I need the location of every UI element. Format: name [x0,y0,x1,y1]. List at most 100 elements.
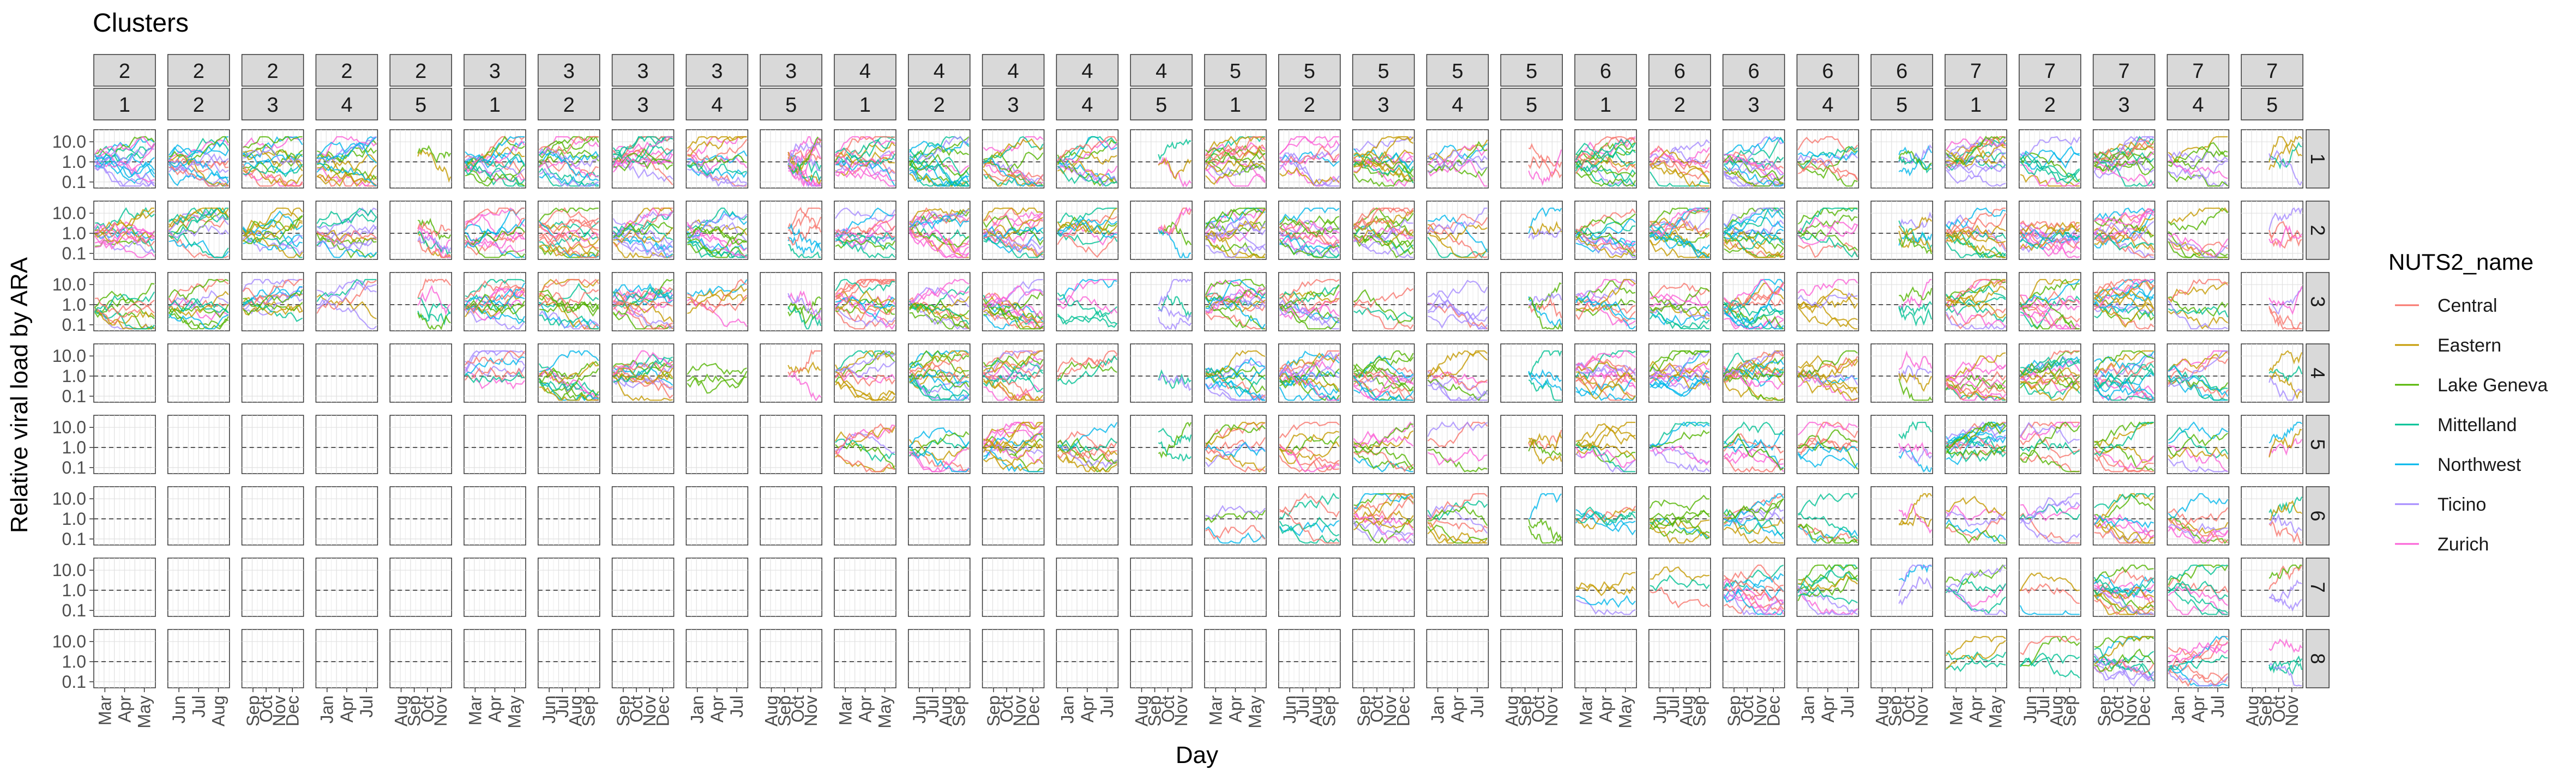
facet-panel [2241,201,2303,259]
facet-panel [1649,130,1711,188]
facet-panel [316,130,377,188]
facet-panel [1871,130,1933,188]
facet-strip-label: 7 [1970,60,1982,83]
facet-panel [1501,487,1562,545]
facet-strip-label: 3 [489,60,501,83]
facet-strip-right-label: 3 [2307,296,2329,307]
facet-panel [94,201,155,259]
y-tick-label: 10.0 [52,417,86,437]
facet-panel [1501,344,1562,402]
facet-panel [2167,344,2229,402]
facet-panel [1205,344,1266,402]
facet-panel [1797,201,1858,259]
facet-panel [316,558,377,616]
facet-panel [168,487,230,545]
facet-strip-label: 5 [785,94,797,117]
facet-strip-label: 6 [1822,60,1833,83]
facet-panel [1130,344,1192,402]
facet-panel [2241,130,2303,188]
facet-panel [2167,130,2229,188]
facet-strip-label: 2 [193,94,204,117]
facet-panel [1575,273,1636,331]
facet-panels: 2122232425313233343541424344455152535455… [52,55,2329,728]
y-tick-label: 0.1 [62,172,86,192]
facet-strip-label: 3 [267,94,279,117]
facet-panel [242,130,304,188]
facet-panel [1649,487,1711,545]
facet-panel [464,344,526,402]
facet-panel [908,487,970,545]
facet-strip-label: 4 [711,94,723,117]
facet-strip-label: 4 [341,94,352,117]
facet-strip-right-label: 8 [2307,653,2329,664]
facet-panel [2019,487,2081,545]
facet-panel [1871,415,1933,474]
facet-panel [2093,273,2155,331]
facet-panel [538,273,600,331]
facet-strip-label: 5 [1304,60,1315,83]
facet-strip-label: 2 [934,94,945,117]
y-tick-label: 10.0 [52,346,86,366]
facet-panel [908,201,970,259]
facet-panel [1130,558,1192,616]
facet-panel [686,130,748,188]
y-tick-label: 10.0 [52,560,86,580]
facet-panel [168,558,230,616]
facet-strip-label: 3 [1748,94,1760,117]
facet-strip-label: 7 [2118,60,2130,83]
facet-panel [1353,344,1415,402]
facet-strip-label: 5 [1230,60,1241,83]
facet-strip-label: 4 [1081,94,1093,117]
facet-panel [1427,201,1488,259]
facet-panel [1279,201,1340,259]
facet-panel [1353,273,1415,331]
facet-panel [686,487,748,545]
facet-panel [1575,415,1636,474]
facet-strip-label: 5 [1378,60,1389,83]
facet-panel [94,415,155,474]
facet-panel [908,558,970,616]
facet-strip-label: 6 [1600,60,1611,83]
facet-strip-label: 5 [1155,94,1167,117]
facet-strip-label: 7 [2044,60,2056,83]
facet-strip-label: 3 [785,60,797,83]
facet-panel [390,415,452,474]
facet-panel [1797,415,1858,474]
facet-strip-label: 4 [859,60,871,83]
facet-strip-label: 2 [563,94,575,117]
facet-strip-label: 1 [1970,94,1982,117]
facet-panel [316,344,377,402]
y-tick-label: 0.1 [62,672,86,692]
facet-panel [94,273,155,331]
facet-strip-label: 5 [1526,60,1537,83]
facet-strip-label: 1 [1230,94,1241,117]
facet-panel [760,415,822,474]
facet-strip-label: 1 [489,94,501,117]
facet-panel [316,273,377,331]
facet-panel [1279,130,1340,188]
facet-panel [612,558,674,616]
facet-panel [908,344,970,402]
facet-panel [834,201,896,259]
y-tick-label: 0.1 [62,244,86,263]
facet-panel [2093,415,2155,474]
y-tick-label: 0.1 [62,386,86,406]
facet-panel [2093,487,2155,545]
y-tick-label: 1.0 [62,295,86,314]
facet-panel [2167,201,2229,259]
facet-strip-label: 6 [1748,60,1760,83]
facet-strip-label: 3 [1008,94,1019,117]
facet-panel [464,201,526,259]
facet-strip-label: 3 [711,60,723,83]
facet-panel [834,558,896,616]
facet-panel [1501,201,1562,259]
facet-panel [2093,201,2155,259]
facet-strip-label: 5 [1452,60,1463,83]
facet-panel [2167,415,2229,474]
y-tick-label: 10.0 [52,203,86,223]
facet-panel [2093,130,2155,188]
facet-panel [1353,201,1415,259]
facet-panel [1945,487,2007,545]
y-tick-label: 1.0 [62,652,86,671]
facet-panel [2093,344,2155,402]
